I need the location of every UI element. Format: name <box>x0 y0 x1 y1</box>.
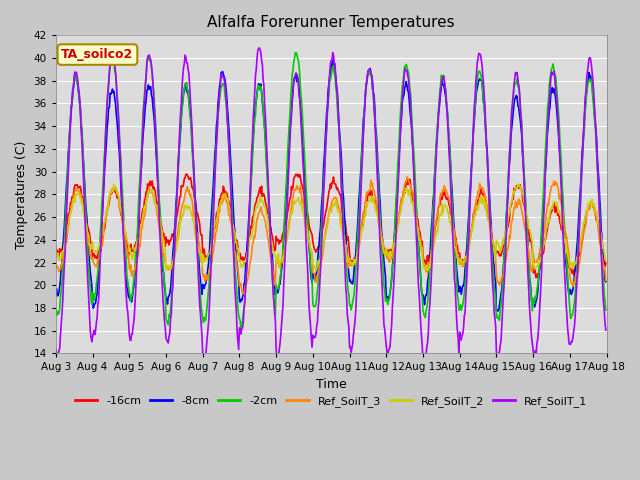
-2cm <box>291 50 299 56</box>
Ref_SoilT_1 <box>399 94 406 99</box>
Ref_SoilT_2 <box>602 257 610 263</box>
Ref_SoilT_2 <box>118 212 126 217</box>
-16cm <box>534 275 542 281</box>
Ref_SoilT_1 <box>62 233 70 239</box>
-16cm <box>174 204 182 210</box>
-16cm <box>204 254 212 260</box>
Ref_SoilT_3 <box>602 277 610 283</box>
Line: Ref_SoilT_3: Ref_SoilT_3 <box>56 177 606 294</box>
-2cm <box>415 252 423 258</box>
-2cm <box>174 168 182 174</box>
-16cm <box>183 171 191 177</box>
-8cm <box>602 279 610 285</box>
Ref_SoilT_3 <box>415 235 423 241</box>
-8cm <box>52 288 60 294</box>
Ref_SoilT_3 <box>118 216 126 222</box>
-8cm <box>415 244 422 250</box>
Title: Alfalfa Forerunner Temperatures: Alfalfa Forerunner Temperatures <box>207 15 455 30</box>
Ref_SoilT_1 <box>419 359 427 365</box>
-8cm <box>174 160 182 166</box>
Ref_SoilT_3 <box>52 261 60 267</box>
-16cm <box>602 260 610 266</box>
Line: -8cm: -8cm <box>56 59 606 311</box>
Ref_SoilT_1 <box>204 333 211 338</box>
Ref_SoilT_1 <box>255 45 263 51</box>
Text: TA_soilco2: TA_soilco2 <box>61 48 134 61</box>
Ref_SoilT_1 <box>118 207 126 213</box>
Ref_SoilT_3 <box>399 195 406 201</box>
Ref_SoilT_1 <box>602 327 610 333</box>
-8cm <box>493 308 500 314</box>
-2cm <box>399 77 407 83</box>
Ref_SoilT_3 <box>403 174 411 180</box>
Ref_SoilT_2 <box>204 255 211 261</box>
-2cm <box>602 307 610 313</box>
Legend: -16cm, -8cm, -2cm, Ref_SoilT_3, Ref_SoilT_2, Ref_SoilT_1: -16cm, -8cm, -2cm, Ref_SoilT_3, Ref_Soil… <box>70 392 592 411</box>
Ref_SoilT_3 <box>174 227 182 232</box>
-16cm <box>52 246 60 252</box>
-8cm <box>118 207 126 213</box>
Ref_SoilT_2 <box>312 268 320 274</box>
-8cm <box>62 197 70 203</box>
Ref_SoilT_3 <box>62 236 70 241</box>
Line: Ref_SoilT_2: Ref_SoilT_2 <box>56 184 606 271</box>
Ref_SoilT_3 <box>204 277 211 283</box>
-16cm <box>415 222 422 228</box>
X-axis label: Time: Time <box>316 378 347 391</box>
-8cm <box>204 271 211 277</box>
-2cm <box>62 209 70 215</box>
-2cm <box>52 307 60 313</box>
-2cm <box>204 302 211 308</box>
Line: -16cm: -16cm <box>56 174 606 278</box>
Ref_SoilT_2 <box>174 238 182 243</box>
Line: -2cm: -2cm <box>56 53 606 327</box>
-16cm <box>118 217 126 223</box>
Line: Ref_SoilT_1: Ref_SoilT_1 <box>56 48 606 362</box>
Ref_SoilT_2 <box>415 231 422 237</box>
-8cm <box>399 99 406 105</box>
-16cm <box>399 195 406 201</box>
Ref_SoilT_2 <box>62 232 70 238</box>
-2cm <box>118 187 126 193</box>
-2cm <box>237 324 244 330</box>
-16cm <box>62 230 70 236</box>
-8cm <box>329 56 337 62</box>
Ref_SoilT_1 <box>415 282 422 288</box>
Y-axis label: Temperatures (C): Temperatures (C) <box>15 140 28 249</box>
Ref_SoilT_2 <box>52 248 60 254</box>
Ref_SoilT_2 <box>515 181 522 187</box>
Ref_SoilT_2 <box>399 201 406 206</box>
Ref_SoilT_3 <box>239 291 247 297</box>
Ref_SoilT_1 <box>52 346 60 352</box>
Ref_SoilT_1 <box>174 161 182 167</box>
